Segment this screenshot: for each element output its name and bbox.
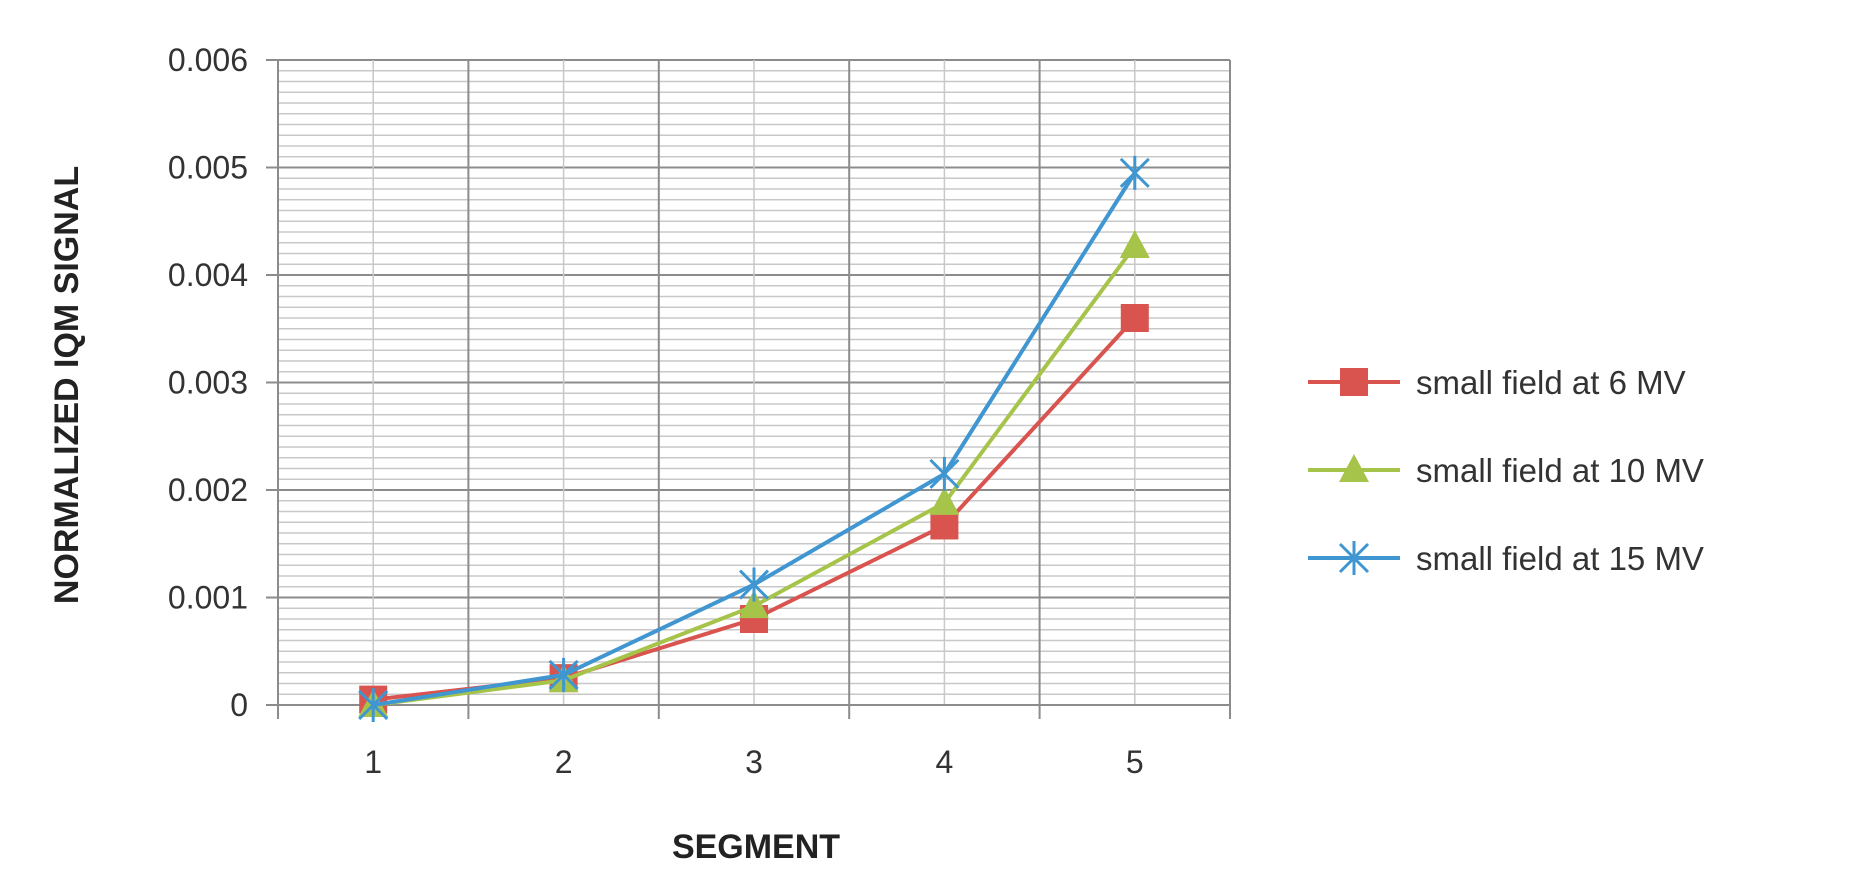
legend-marker: [1340, 368, 1368, 396]
data-point: [739, 590, 769, 619]
x-tick-label: 1: [364, 744, 382, 780]
legend-label: small field at 15 MV: [1416, 540, 1704, 577]
legend-marker: [1338, 541, 1370, 575]
x-tick-label: 3: [745, 744, 763, 780]
legend-entry-3: small field at 15 MV: [1308, 540, 1704, 577]
axes: [266, 59, 1231, 719]
data-point: [358, 688, 389, 722]
data-point: [1119, 155, 1150, 190]
legend-label: small field at 10 MV: [1416, 452, 1704, 489]
y-tick-label: 0.002: [168, 472, 248, 508]
legend-marker: [1339, 454, 1369, 482]
x-axis-title: SEGMENT: [672, 828, 840, 866]
y-tick-label: 0.006: [168, 42, 248, 78]
data-point: [548, 657, 579, 692]
data-point: [929, 456, 960, 491]
y-tick-label: 0.001: [168, 580, 248, 616]
y-tick-label: 0.005: [168, 150, 248, 186]
x-tick-label: 4: [936, 744, 954, 780]
x-tick-label: 2: [555, 744, 573, 780]
x-tick-label: 5: [1126, 744, 1144, 780]
data-point: [1119, 229, 1150, 258]
series-group: [358, 155, 1150, 722]
y-tick-label: 0: [230, 687, 248, 723]
y-tick-label: 0.004: [168, 257, 248, 293]
legend-label: small field at 6 MV: [1416, 364, 1686, 401]
data-point: [930, 511, 959, 540]
y-axis-title: NORMALIZED IQM SIGNAL: [48, 166, 86, 604]
data-point: [929, 486, 960, 515]
legend: small field at 6 MV small field at 10 MV s…: [1308, 364, 1704, 577]
y-tick-label: 0.003: [168, 365, 248, 401]
legend-entry-2: small field at 10 MV: [1308, 452, 1704, 489]
data-point: [1120, 304, 1149, 332]
tick-labels: 0 0.001 0.002 0.003 0.004 0.005 0.006 1 2 3 4 5: [168, 42, 1144, 780]
legend-entry-1: small field at 6 MV: [1308, 364, 1686, 401]
series-3: [358, 155, 1150, 722]
data-point: [738, 567, 770, 602]
